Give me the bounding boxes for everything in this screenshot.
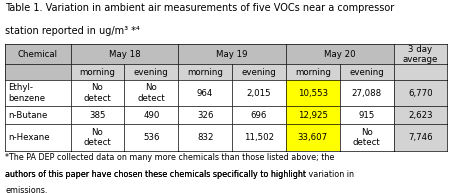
- Text: morning: morning: [79, 68, 115, 77]
- Text: No
detect: No detect: [353, 128, 381, 147]
- Text: 7,746: 7,746: [408, 133, 433, 142]
- Text: 832: 832: [197, 133, 213, 142]
- Text: 33,607: 33,607: [298, 133, 328, 142]
- Text: 27,088: 27,088: [352, 89, 382, 97]
- Text: morning: morning: [295, 68, 331, 77]
- Text: Table 1. Variation in ambient air measurements of five VOCs near a compressor: Table 1. Variation in ambient air measur…: [5, 3, 395, 13]
- Text: 696: 696: [251, 111, 267, 120]
- Text: emissions.: emissions.: [5, 186, 48, 193]
- Text: morning: morning: [187, 68, 223, 77]
- Text: *The PA DEP collected data on many more chemicals than those listed above; the: *The PA DEP collected data on many more …: [5, 153, 335, 163]
- Text: No
detect: No detect: [83, 128, 111, 147]
- Text: 2,623: 2,623: [408, 111, 433, 120]
- Text: evening: evening: [349, 68, 384, 77]
- Text: 11,502: 11,502: [244, 133, 274, 142]
- Text: 964: 964: [197, 89, 213, 97]
- Text: 385: 385: [89, 111, 106, 120]
- Text: n-Butane: n-Butane: [8, 111, 47, 120]
- Text: authors of this paper have chosen these chemicals specifically to highlight vari: authors of this paper have chosen these …: [5, 170, 354, 179]
- Text: No
detect: No detect: [83, 83, 111, 103]
- Text: 10,553: 10,553: [298, 89, 328, 97]
- Text: 326: 326: [197, 111, 213, 120]
- Text: evening: evening: [134, 68, 169, 77]
- Text: May 18: May 18: [109, 50, 140, 59]
- Text: 490: 490: [143, 111, 160, 120]
- Text: May 19: May 19: [216, 50, 248, 59]
- Text: May 20: May 20: [324, 50, 355, 59]
- Text: 915: 915: [359, 111, 375, 120]
- Text: Chemical: Chemical: [18, 50, 58, 59]
- Text: 12,925: 12,925: [298, 111, 328, 120]
- Text: n-Hexane: n-Hexane: [8, 133, 50, 142]
- Text: 2,015: 2,015: [247, 89, 272, 97]
- Text: 6,770: 6,770: [408, 89, 433, 97]
- Text: station reported in ug/m³ *⁴: station reported in ug/m³ *⁴: [5, 26, 140, 36]
- Text: authors of this paper have chosen these chemicals specifically to highlight: authors of this paper have chosen these …: [5, 170, 309, 179]
- Text: 536: 536: [143, 133, 160, 142]
- Text: 3 day
average: 3 day average: [403, 45, 438, 64]
- Text: Ethyl-
benzene: Ethyl- benzene: [8, 83, 45, 103]
- Text: evening: evening: [242, 68, 276, 77]
- Text: No
detect: No detect: [138, 83, 165, 103]
